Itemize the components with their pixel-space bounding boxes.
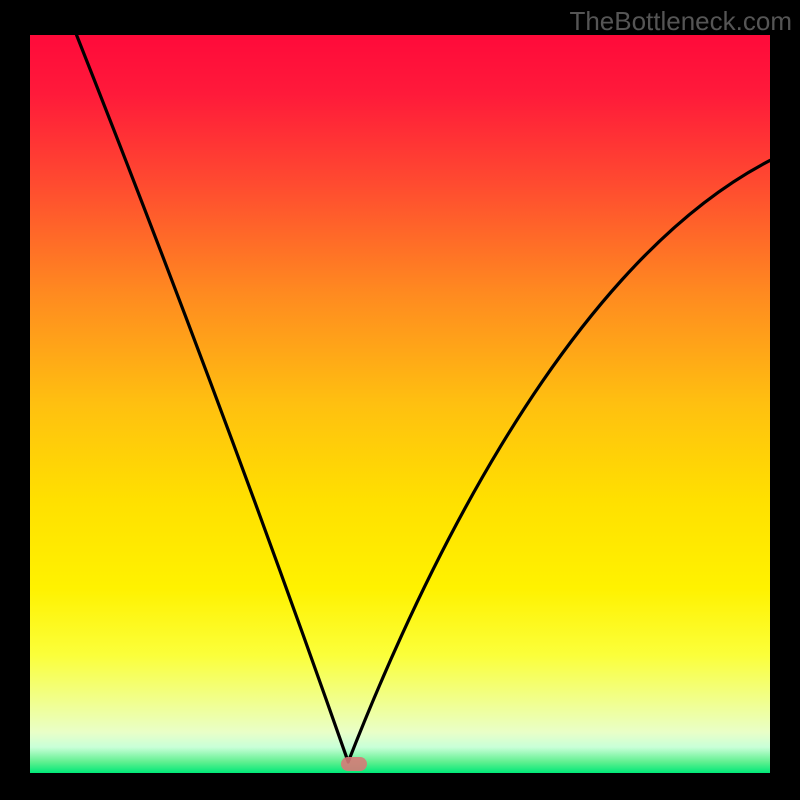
optimal-point-marker [341,757,367,771]
bottleneck-curve [30,35,770,773]
bottleneck-plot [30,35,770,773]
watermark-text: TheBottleneck.com [569,6,792,37]
